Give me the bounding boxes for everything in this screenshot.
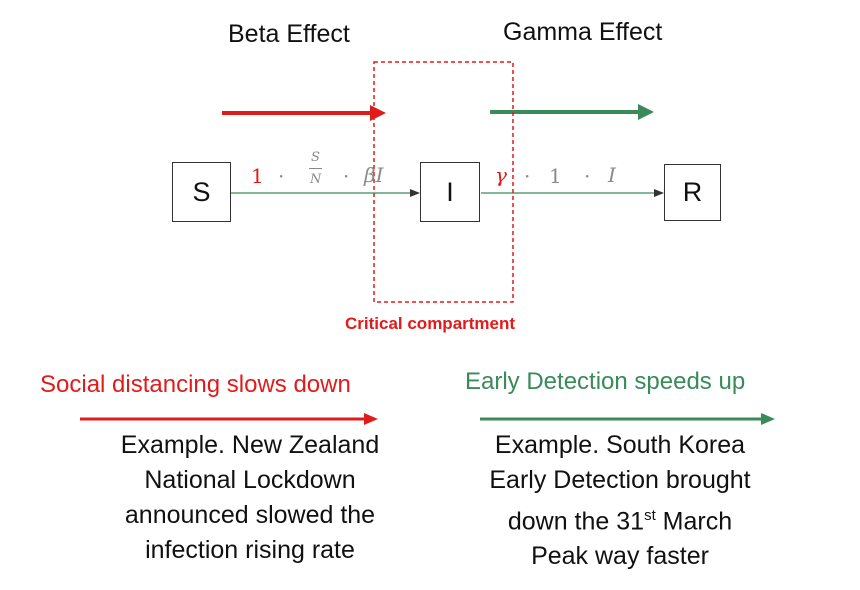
nz-line-1: Example. New Zealand xyxy=(120,431,380,459)
gamma-effect-title: Gamma Effect xyxy=(503,18,663,46)
flow-ir-gamma: γ xyxy=(495,163,507,187)
sk-line-2: Early Detection brought xyxy=(489,466,751,494)
new-zealand-example: Example. New Zealand National Lockdown a… xyxy=(100,428,400,568)
compartment-s: S xyxy=(172,162,231,222)
compartment-i: I xyxy=(420,162,480,222)
flow-si-frac-den: N xyxy=(310,172,322,187)
beta-effect-arrow xyxy=(222,105,386,121)
flow-si-dot-1: · xyxy=(278,164,285,188)
nz-line-2: National Lockdown xyxy=(144,466,356,494)
sk-line-3-pre: down the 31 xyxy=(507,507,645,536)
beta-effect-title: Beta Effect xyxy=(228,20,350,48)
sk-line-1: Example. South Korea xyxy=(494,431,746,459)
sk-line-3-sup: st xyxy=(644,507,656,524)
nz-line-4: infection rising rate xyxy=(145,536,355,564)
flow-si-coef: 1 xyxy=(251,164,264,188)
sk-line-3: down the 31st March xyxy=(460,498,780,539)
flow-si-beta-i: βI xyxy=(364,163,384,187)
flow-ir-one: 1 xyxy=(549,164,562,188)
flow-si-frac-bar xyxy=(309,168,322,169)
critical-compartment-box xyxy=(373,61,514,303)
flow-arrow-s-to-i xyxy=(231,189,420,197)
flow-ir-i: I xyxy=(608,163,616,187)
social-distancing-caption: Social distancing slows down xyxy=(40,371,351,398)
speed-up-arrow xyxy=(480,413,775,425)
critical-compartment-label: Critical compartment xyxy=(345,314,516,333)
early-detection-caption: Early Detection speeds up xyxy=(465,368,746,395)
slow-down-arrow xyxy=(80,413,378,425)
flow-ir-dot-1: · xyxy=(524,164,531,188)
nz-line-3: announced slowed the xyxy=(124,501,376,529)
sk-line-3-post: March xyxy=(655,507,733,536)
flow-si-frac-num: S xyxy=(311,150,320,165)
south-korea-example: Example. South Korea Early Detection bro… xyxy=(460,428,780,574)
compartment-r: R xyxy=(664,164,721,221)
flow-ir-dot-2: · xyxy=(584,164,591,188)
flow-si-dot-2: · xyxy=(343,164,350,188)
sk-line-4: Peak way faster xyxy=(531,542,709,571)
flow-arrow-i-to-r xyxy=(481,189,664,197)
gamma-effect-arrow xyxy=(490,104,654,120)
